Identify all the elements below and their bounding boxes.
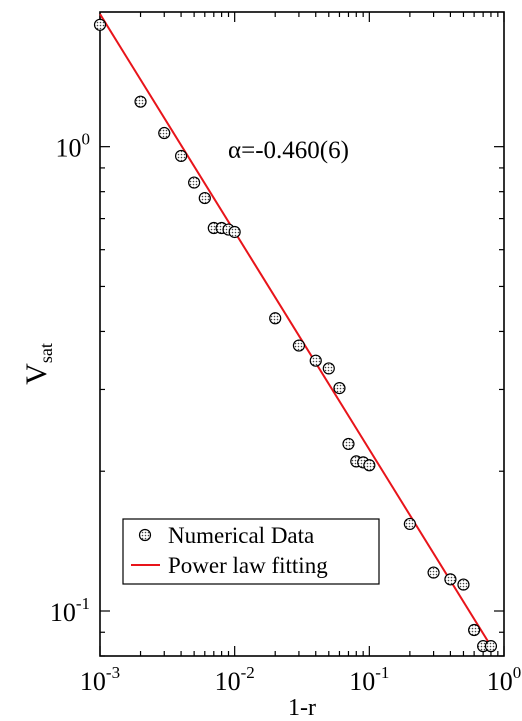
data-point bbox=[158, 126, 171, 140]
x-tick-label: 10-1 bbox=[349, 663, 389, 696]
data-point bbox=[322, 362, 335, 375]
data-point bbox=[269, 312, 282, 325]
fit-line bbox=[99, 13, 492, 647]
data-point bbox=[188, 176, 201, 189]
svg-text:Vsat: Vsat bbox=[20, 343, 56, 385]
y-tick-label: 100 bbox=[56, 130, 91, 163]
y-axis-label-main: V bbox=[20, 363, 53, 385]
data-point bbox=[333, 382, 346, 395]
data-point bbox=[342, 437, 355, 451]
plot-frame bbox=[99, 11, 505, 657]
legend-marker bbox=[138, 528, 152, 542]
y-axis-label: Vsat bbox=[20, 343, 56, 385]
data-point bbox=[484, 640, 498, 653]
data-points bbox=[93, 18, 498, 653]
annotation-alpha: α=-0.460(6) bbox=[228, 137, 349, 164]
data-point bbox=[134, 95, 147, 108]
data-point bbox=[228, 225, 241, 239]
x-axis-label: 1-r bbox=[288, 695, 316, 721]
y-tick-labels: 10-1 100 bbox=[50, 130, 90, 627]
axis-ticks bbox=[99, 12, 505, 657]
data-point bbox=[292, 339, 306, 352]
data-point bbox=[309, 354, 322, 367]
x-tick-label: 10-2 bbox=[215, 663, 255, 696]
y-axis-label-sub: sat bbox=[36, 343, 56, 363]
legend-label-numerical-data: Numerical Data bbox=[168, 523, 314, 548]
x-tick-label: 100 bbox=[487, 663, 522, 696]
x-tick-label: 10-3 bbox=[80, 663, 120, 696]
data-point bbox=[403, 517, 416, 531]
x-tick-labels: 10-3 10-2 10-1 100 bbox=[80, 663, 521, 696]
legend-box bbox=[122, 518, 380, 585]
data-point bbox=[174, 149, 188, 163]
data-point bbox=[198, 191, 211, 205]
data-point bbox=[468, 623, 481, 637]
data-point bbox=[457, 578, 470, 591]
data-point bbox=[93, 18, 107, 31]
data-point bbox=[444, 573, 457, 586]
data-point bbox=[427, 566, 440, 579]
legend-label-power-law: Power law fitting bbox=[168, 553, 328, 578]
data-point bbox=[363, 459, 376, 472]
y-tick-label: 10-1 bbox=[50, 594, 90, 627]
fit-layer bbox=[99, 13, 492, 647]
legend-marker-circle bbox=[138, 528, 152, 542]
legend: Numerical Data Power law fitting bbox=[122, 518, 380, 585]
